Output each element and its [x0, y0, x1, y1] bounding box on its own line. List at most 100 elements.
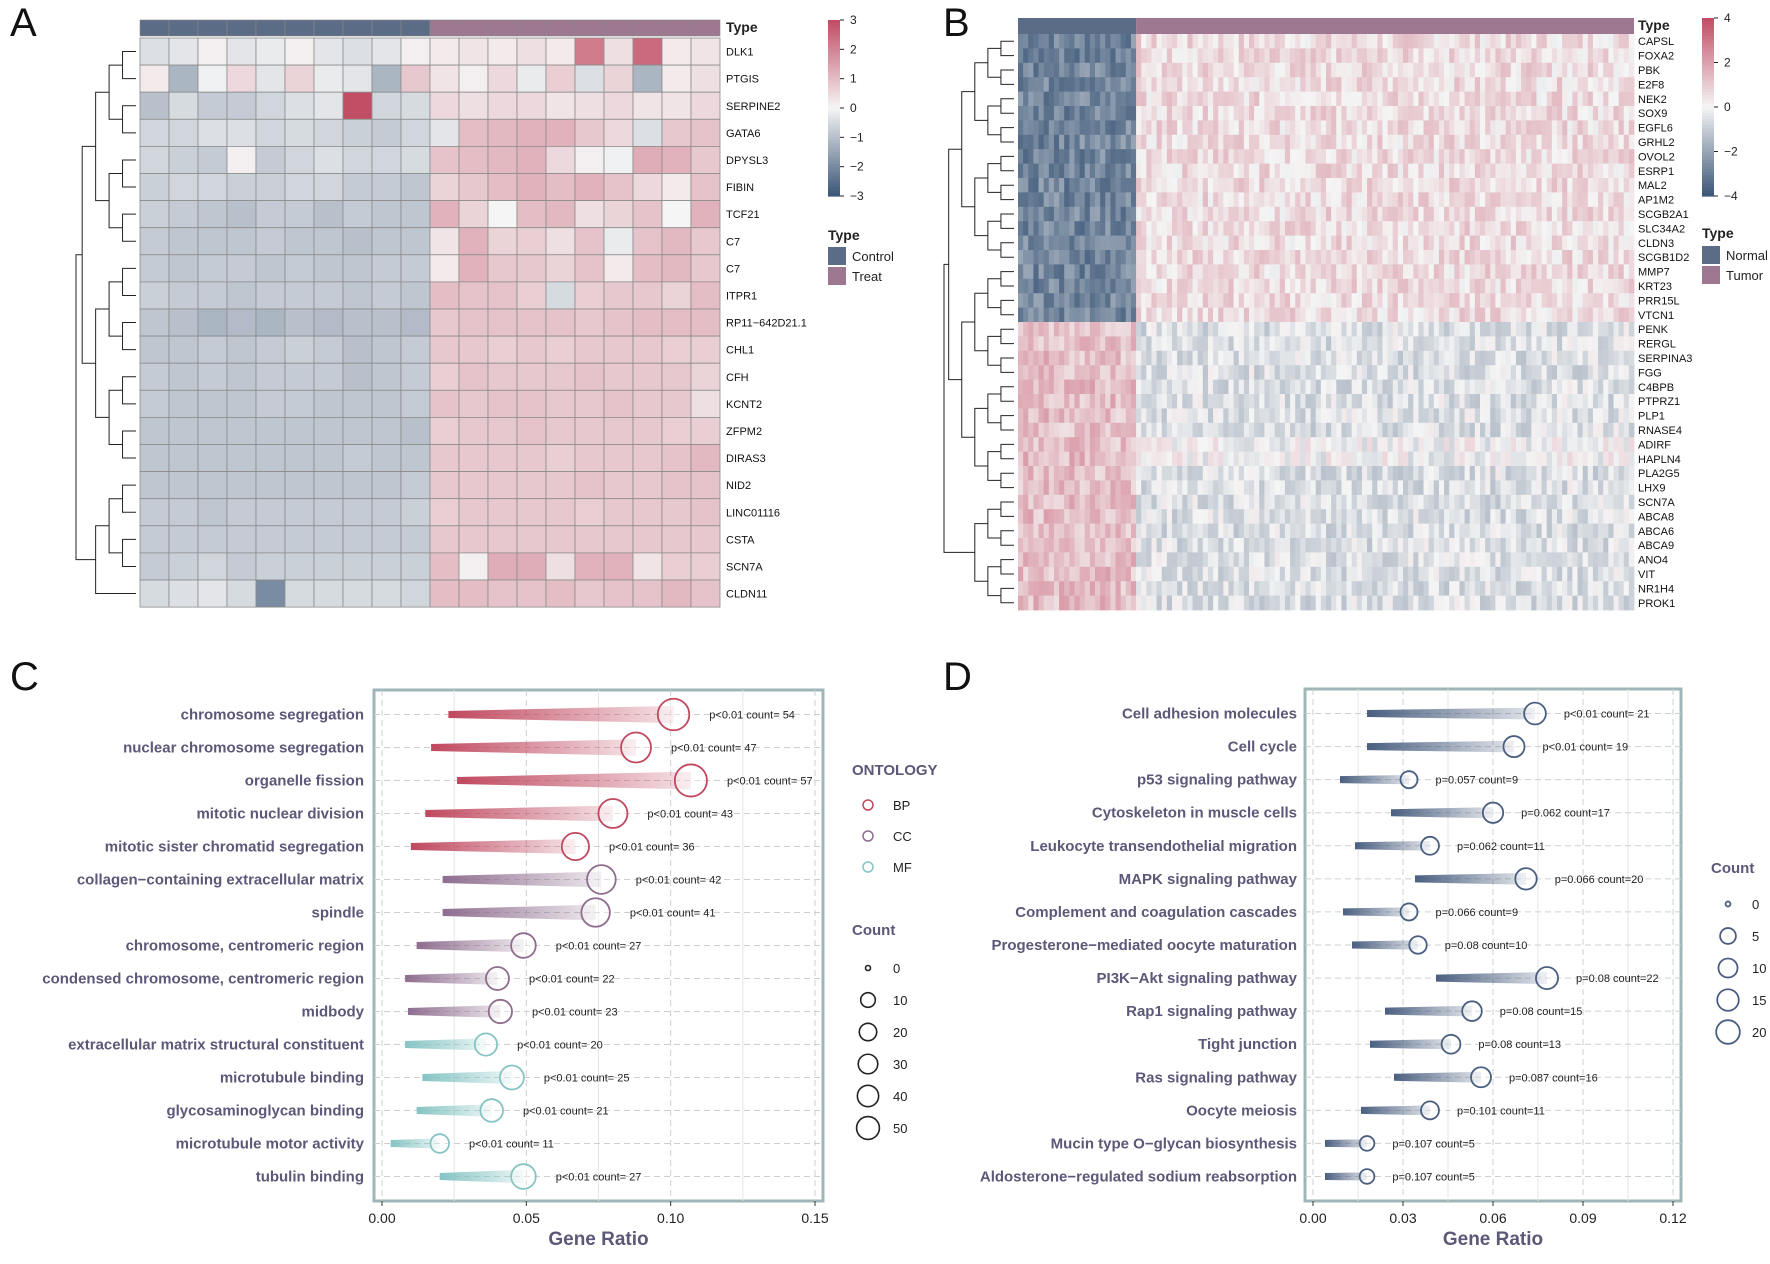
heatmap-cell — [1187, 206, 1193, 222]
heatmap-cell — [1172, 437, 1178, 452]
heatmap-cell — [1356, 192, 1363, 208]
heatmap-cell — [1367, 250, 1373, 265]
heatmap-cell — [1320, 34, 1327, 49]
heatmap-cell — [1372, 149, 1378, 164]
heatmap-cell — [1048, 408, 1055, 424]
heatmap-cell — [1618, 365, 1625, 380]
heatmap-cell — [1202, 408, 1209, 424]
heatmap-cell — [1361, 34, 1368, 49]
heatmap-cell — [284, 37, 315, 66]
heatmap-cell — [1423, 206, 1430, 222]
heatmap-cell — [1207, 178, 1214, 193]
heatmap-cell — [1628, 538, 1635, 553]
heatmap-cell — [371, 552, 402, 581]
heatmap-cell — [1038, 250, 1045, 265]
heatmap-cell — [1100, 365, 1106, 380]
heatmap-cell — [1269, 422, 1276, 438]
heatmap-cell — [1192, 552, 1199, 568]
heatmap-cell — [1151, 178, 1157, 193]
heatmap-cell — [1382, 149, 1388, 164]
heatmap-cell — [1182, 206, 1188, 222]
heatmap-cell — [1243, 235, 1250, 251]
heatmap-cell — [1136, 77, 1142, 92]
heatmap-cell — [1033, 451, 1039, 467]
heatmap-cell — [632, 362, 663, 391]
heatmap-cell — [1120, 192, 1127, 208]
heatmap-cell — [1572, 120, 1578, 136]
heatmap-cell — [1336, 120, 1342, 136]
heatmap-cell — [1413, 408, 1419, 424]
heatmap-cell — [1274, 34, 1281, 49]
heatmap-cell — [1510, 365, 1517, 380]
heatmap-cell — [1500, 523, 1507, 539]
heatmap-cell — [1187, 494, 1193, 510]
heatmap-cell — [1249, 178, 1255, 193]
heatmap-cell — [1197, 163, 1204, 179]
heatmap-cell — [458, 37, 489, 66]
heatmap-cell — [1254, 221, 1260, 236]
heatmap-cell — [1053, 34, 1060, 49]
panel-a-colorbar-segment — [828, 137, 840, 141]
heatmap-cell — [1459, 350, 1465, 366]
heatmap-cell — [1053, 307, 1060, 323]
gene-label: NEK2 — [1638, 94, 1667, 106]
heatmap-cell — [1269, 134, 1276, 150]
heatmap-cell — [1346, 120, 1353, 136]
heatmap-cell — [1141, 408, 1147, 424]
heatmap-cell — [1279, 62, 1286, 78]
heatmap-cell — [1110, 192, 1116, 208]
heatmap-cell — [1382, 523, 1388, 539]
heatmap-cell — [1500, 192, 1507, 208]
heatmap-cell — [1598, 451, 1604, 467]
heatmap-cell — [1136, 523, 1142, 539]
heatmap-cell — [1397, 250, 1404, 265]
heatmap-cell — [1557, 77, 1563, 92]
heatmap-cell — [1202, 120, 1209, 136]
heatmap-cell — [1064, 322, 1070, 337]
heatmap-cell — [1254, 250, 1260, 265]
heatmap-cell — [1413, 250, 1419, 265]
heatmap-cell — [1172, 250, 1178, 265]
heatmap-cell — [1428, 134, 1435, 150]
panel-letter-b: B — [943, 1, 970, 45]
heatmap-cell — [1449, 523, 1455, 539]
heatmap-cell — [1254, 192, 1260, 208]
heatmap-cell — [1110, 322, 1116, 337]
heatmap-cell — [1151, 422, 1157, 438]
heatmap-cell — [313, 308, 344, 337]
heatmap-cell — [1521, 120, 1527, 136]
heatmap-cell — [1105, 307, 1111, 323]
heatmap-cell — [1295, 538, 1301, 553]
heatmap-cell — [1628, 437, 1635, 452]
heatmap-cell — [197, 335, 228, 364]
heatmap-cell — [1156, 538, 1163, 553]
heatmap-cell — [545, 525, 576, 554]
heatmap-cell — [1110, 77, 1116, 92]
heatmap-cell — [1095, 120, 1101, 136]
heatmap-cell — [1125, 322, 1132, 337]
heatmap-cell — [1341, 350, 1347, 366]
heatmap-cell — [1521, 466, 1527, 481]
heatmap-cell — [1562, 350, 1568, 366]
heatmap-cell — [1382, 394, 1388, 409]
heatmap-cell — [1095, 192, 1101, 208]
type-annotation-cell — [487, 19, 518, 37]
heatmap-cell — [487, 444, 518, 473]
heatmap-cell — [1218, 394, 1224, 409]
heatmap-cell — [1598, 523, 1604, 539]
heatmap-cell — [1315, 523, 1322, 539]
heatmap-cell — [1249, 163, 1255, 179]
heatmap-cell — [1166, 48, 1173, 64]
heatmap-cell — [1233, 235, 1240, 251]
heatmap-cell — [1387, 206, 1394, 222]
heatmap-cell — [1618, 494, 1625, 510]
heatmap-cell — [1326, 437, 1332, 452]
heatmap-cell — [1315, 422, 1322, 438]
heatmap-cell — [1146, 192, 1152, 208]
heatmap-cell — [1218, 278, 1224, 294]
heatmap-cell — [1418, 350, 1424, 366]
heatmap-cell — [1038, 278, 1045, 294]
heatmap-cell — [1069, 336, 1075, 352]
heatmap-cell — [1361, 494, 1368, 510]
heatmap-cell — [1290, 451, 1296, 467]
